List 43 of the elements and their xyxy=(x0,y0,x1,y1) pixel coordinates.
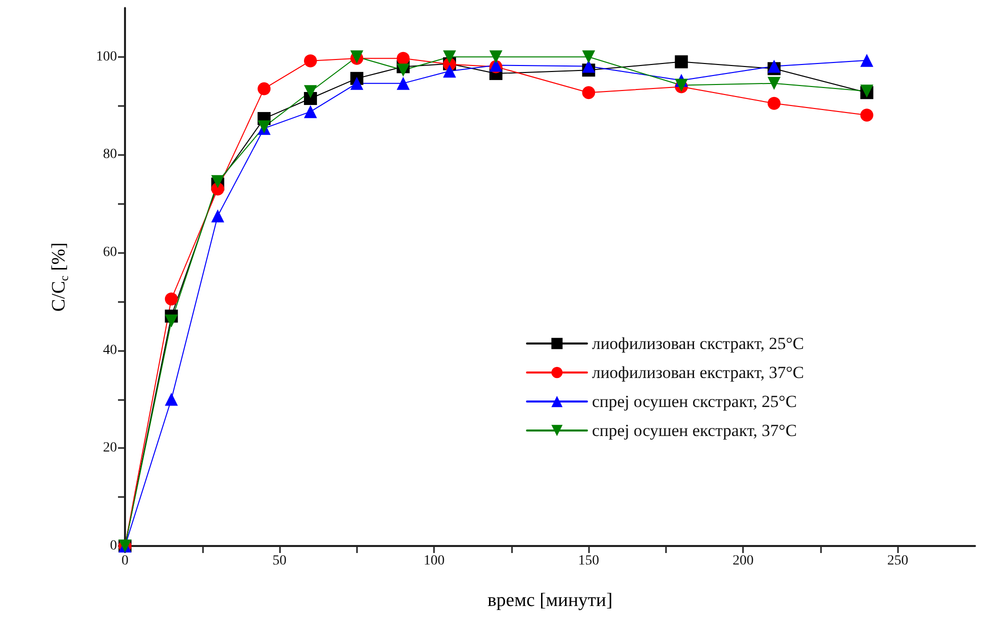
x-tick-label: 150 xyxy=(578,554,600,568)
y-tick-label: 80 xyxy=(103,147,117,162)
point xyxy=(582,86,596,100)
point xyxy=(860,54,874,67)
point xyxy=(350,76,364,90)
x-tick-label: 200 xyxy=(732,554,754,568)
legend-label: лиофилизован екстракт, 37°C xyxy=(592,363,804,382)
point xyxy=(211,209,224,222)
y-axis-title: C/Cc [%] xyxy=(48,242,71,312)
point xyxy=(674,55,688,68)
legend-label: лиофилизован скстракт, 25°C xyxy=(592,334,804,353)
legend-label: спреј осушен скстракт, 25°C xyxy=(592,392,797,411)
point xyxy=(304,105,317,118)
y-tick-label: 0 xyxy=(110,538,117,554)
x-tick-label: 50 xyxy=(272,554,287,568)
y-tick-label: 60 xyxy=(103,245,117,260)
point xyxy=(443,64,456,78)
y-tick-label: 20 xyxy=(103,440,117,456)
x-tick-label: 0 xyxy=(122,554,128,568)
point xyxy=(396,64,410,77)
point xyxy=(489,50,502,64)
point xyxy=(396,52,410,65)
x-tick-label: 250 xyxy=(887,554,908,568)
legend-label: спреј осушен екстракт, 37°C xyxy=(592,421,797,440)
point xyxy=(164,392,178,406)
point xyxy=(582,60,596,73)
point xyxy=(443,50,456,64)
point xyxy=(396,76,410,90)
point xyxy=(304,85,317,98)
point xyxy=(768,96,781,110)
y-tick-label: 40 xyxy=(103,342,117,358)
point xyxy=(582,50,596,64)
y-tick-label: 100 xyxy=(96,49,117,64)
point xyxy=(304,54,317,68)
point xyxy=(768,76,781,90)
point xyxy=(164,292,178,306)
point xyxy=(768,60,781,73)
point xyxy=(211,175,224,188)
point xyxy=(258,82,271,96)
point xyxy=(164,314,178,328)
point xyxy=(860,108,874,122)
x-tick-label: 100 xyxy=(424,554,445,568)
x-axis-title: времс [минути] xyxy=(487,590,613,611)
